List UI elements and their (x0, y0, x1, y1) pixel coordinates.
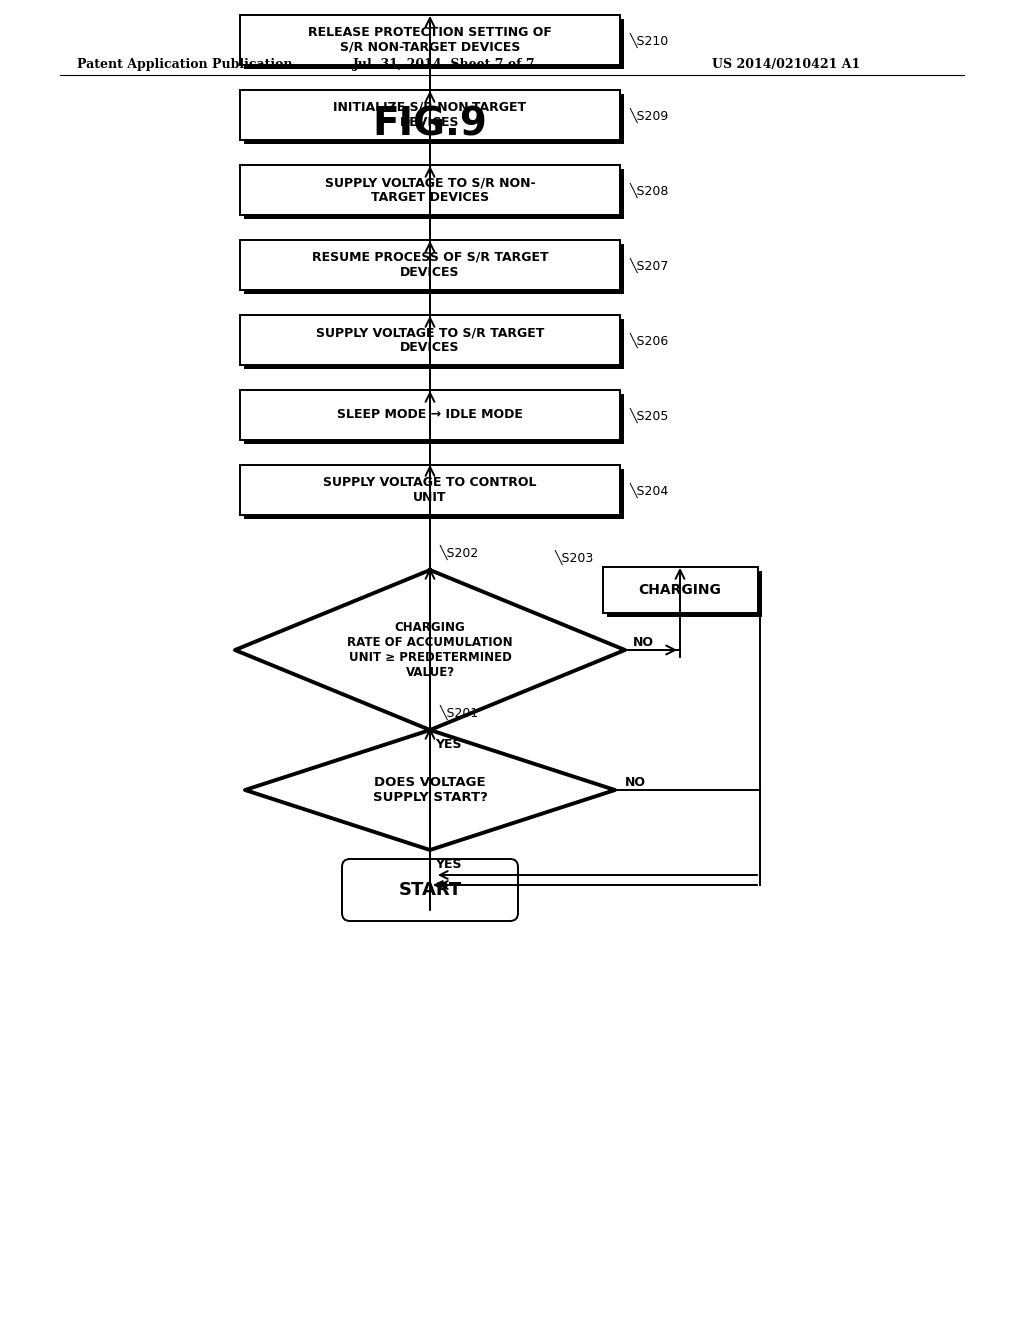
Text: ╲S204: ╲S204 (630, 482, 670, 498)
Text: Jul. 31, 2014  Sheet 7 of 7: Jul. 31, 2014 Sheet 7 of 7 (353, 58, 536, 71)
Text: FIG.9: FIG.9 (373, 106, 487, 144)
Text: ╲S205: ╲S205 (630, 408, 670, 422)
Text: START: START (398, 880, 462, 899)
Bar (240, 90, 620, 140)
Text: INITIALIZE S/R NON-TARGET
DEVICES: INITIALIZE S/R NON-TARGET DEVICES (334, 102, 526, 129)
Text: CHARGING: CHARGING (639, 583, 722, 597)
Bar (244, 94, 624, 144)
Bar (240, 165, 620, 215)
FancyBboxPatch shape (342, 859, 518, 921)
Bar (244, 393, 624, 444)
Bar (602, 568, 758, 612)
Text: NO: NO (625, 776, 646, 788)
Text: SUPPLY VOLTAGE TO CONTROL
UNIT: SUPPLY VOLTAGE TO CONTROL UNIT (324, 477, 537, 504)
Text: NO: NO (633, 635, 654, 648)
Text: ╲S210: ╲S210 (630, 33, 670, 48)
Text: RESUME PROCESS OF S/R TARGET
DEVICES: RESUME PROCESS OF S/R TARGET DEVICES (311, 251, 548, 279)
Bar (240, 465, 620, 515)
Bar (240, 315, 620, 366)
Text: SUPPLY VOLTAGE TO S/R TARGET
DEVICES: SUPPLY VOLTAGE TO S/R TARGET DEVICES (315, 326, 544, 354)
Text: ╲S202: ╲S202 (440, 544, 479, 560)
Polygon shape (234, 570, 625, 730)
Text: US 2014/0210421 A1: US 2014/0210421 A1 (712, 58, 860, 71)
Text: SUPPLY VOLTAGE TO S/R NON-
TARGET DEVICES: SUPPLY VOLTAGE TO S/R NON- TARGET DEVICE… (325, 176, 536, 205)
Text: Patent Application Publication: Patent Application Publication (77, 58, 292, 71)
Text: ╲S206: ╲S206 (630, 333, 670, 347)
Bar (244, 244, 624, 294)
Text: SLEEP MODE → IDLE MODE: SLEEP MODE → IDLE MODE (337, 408, 523, 421)
Text: RELEASE PROTECTION SETTING OF
S/R NON-TARGET DEVICES: RELEASE PROTECTION SETTING OF S/R NON-TA… (308, 26, 552, 54)
Polygon shape (245, 730, 615, 850)
Bar (244, 319, 624, 370)
Bar (244, 169, 624, 219)
Bar (240, 240, 620, 290)
Bar (240, 389, 620, 440)
Text: ╲S209: ╲S209 (630, 107, 670, 123)
Text: YES: YES (435, 738, 462, 751)
Text: CHARGING
RATE OF ACCUMULATION
UNIT ≥ PREDETERMINED
VALUE?: CHARGING RATE OF ACCUMULATION UNIT ≥ PRE… (347, 620, 513, 678)
Text: ╲S203: ╲S203 (555, 549, 594, 565)
Text: ╲S207: ╲S207 (630, 257, 670, 273)
Bar (240, 15, 620, 65)
Text: ╲S208: ╲S208 (630, 182, 670, 198)
Text: DOES VOLTAGE
SUPPLY START?: DOES VOLTAGE SUPPLY START? (373, 776, 487, 804)
Text: ╲S201: ╲S201 (440, 705, 479, 719)
Text: YES: YES (435, 858, 462, 871)
Bar (244, 18, 624, 69)
Bar (606, 572, 762, 616)
Bar (244, 469, 624, 519)
